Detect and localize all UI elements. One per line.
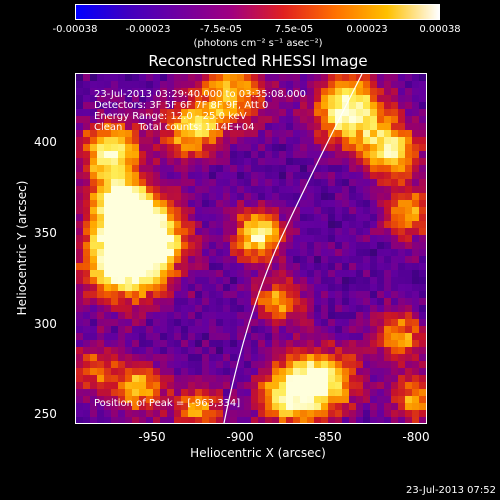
colorbar-tick-label: 0.00023 bbox=[346, 24, 388, 35]
colorbar-tick-label: -0.00023 bbox=[125, 24, 171, 35]
x-tick-label: -950 bbox=[138, 430, 166, 444]
y-tick-label: 350 bbox=[34, 226, 57, 240]
colorbar-units: (photons cm⁻² s⁻¹ asec⁻²) bbox=[193, 38, 323, 49]
peak-position-label: Position of Peak = [-963,334] bbox=[94, 398, 241, 409]
colorbar-tick-label: -0.00038 bbox=[52, 24, 98, 35]
plot-title: Reconstructed RHESSI Image bbox=[148, 52, 368, 70]
colorbar-tick-label: 0.00038 bbox=[419, 24, 461, 35]
x-tick-label: -850 bbox=[314, 430, 342, 444]
colorbar bbox=[75, 4, 440, 20]
info-clean-counts: Clean Total counts: 1.14E+04 bbox=[94, 122, 255, 133]
y-tick-label: 400 bbox=[34, 135, 57, 149]
footer-timestamp: 23-Jul-2013 07:52 bbox=[405, 485, 496, 496]
heatmap-image bbox=[76, 74, 426, 423]
info-energy-range: Energy Range: 12.0 - 25.0 keV bbox=[94, 111, 247, 122]
colorbar-tick-label: -7.5e-05 bbox=[200, 24, 242, 35]
rhessi-image-plot: 23-Jul-2013 03:29:40.000 to 03:35:08.000… bbox=[75, 73, 427, 424]
x-tick-label: -800 bbox=[402, 430, 430, 444]
info-detectors: Detectors: 3F 5F 6F 7F 8F 9F, Att 0 bbox=[94, 100, 269, 111]
limb-curve bbox=[223, 74, 363, 423]
y-tick-label: 250 bbox=[34, 407, 57, 421]
y-tick-label: 300 bbox=[34, 317, 57, 331]
colorbar-tick-label: 7.5e-05 bbox=[274, 24, 314, 35]
x-tick-label: -900 bbox=[226, 430, 254, 444]
info-time-range: 23-Jul-2013 03:29:40.000 to 03:35:08.000 bbox=[94, 89, 306, 100]
y-axis-title: Heliocentric Y (arcsec) bbox=[15, 180, 29, 316]
x-axis-title: Heliocentric X (arcsec) bbox=[190, 446, 326, 460]
